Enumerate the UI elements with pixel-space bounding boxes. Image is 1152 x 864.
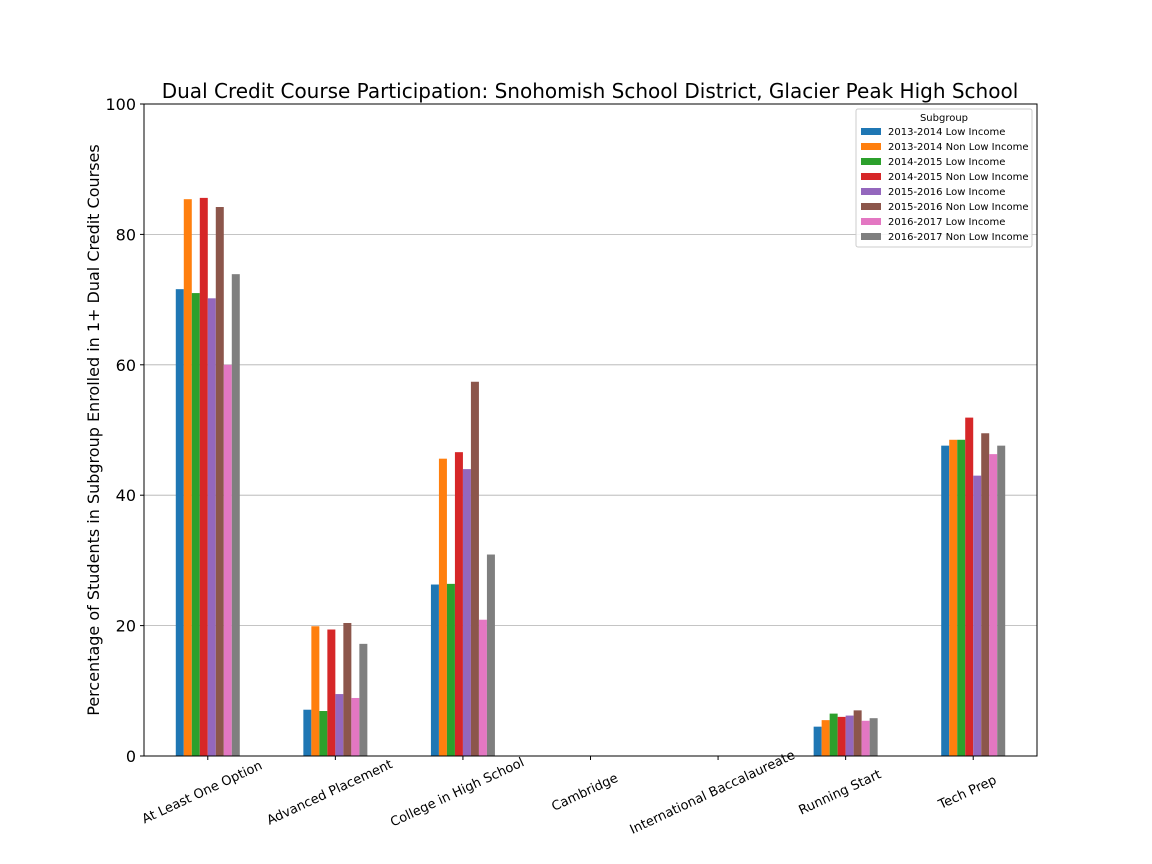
legend-entry: 2015-2016 Non Low Income [888,202,1028,213]
legend-swatch [861,233,881,240]
bar [845,715,854,756]
legend-swatch [861,158,881,165]
bar [813,726,822,756]
bar [319,711,328,756]
bar [462,469,471,756]
bar [175,289,184,756]
bar [351,697,360,756]
bar [869,718,878,756]
legend-entry: 2014-2015 Low Income [888,157,1005,168]
bar [837,716,846,756]
bar [183,199,192,756]
bar [853,710,862,756]
bar [821,720,830,756]
bar [343,622,352,756]
legend-swatch [861,188,881,195]
x-tick-label: Tech Prep [935,773,999,813]
bar [430,584,439,756]
legend-box [855,108,1033,248]
bar [829,713,838,756]
x-axis: At Least One Option Advanced PlacementCol… [140,748,999,838]
bar [957,439,966,756]
legend-swatch [861,128,881,135]
bar [327,629,336,756]
legend-swatch [861,143,881,150]
bar [965,417,974,756]
y-tick-label: 20 [116,617,136,636]
bar [949,439,958,756]
bar [359,643,368,756]
legend-entry: 2015-2016 Low Income [888,187,1005,198]
legend-title: Subgroup [920,113,968,124]
legend: Subgroup 2013-2014 Low Income 2013-2014 N… [855,108,1033,248]
bar [861,720,870,756]
x-tick-label: International Baccalaureate [628,748,798,838]
legend-swatch [861,173,881,180]
y-axis: 0 20 40 60 80 100 [105,95,144,766]
bar [973,475,982,756]
y-axis-label: Percentage of Students in Subgroup Enrol… [84,144,103,715]
legend-entry: 2016-2017 Non Low Income [888,232,1028,243]
bar [989,454,998,756]
x-tick-label: Running Start [797,767,884,818]
x-tick-label: Cambridge [549,771,620,815]
x-tick-label: College in High School [388,755,526,830]
legend-entry: 2016-2017 Low Income [888,217,1005,228]
bar [335,694,344,756]
bar [981,433,990,756]
bar [223,364,232,756]
x-tick-label: At Least One Option [140,758,265,827]
bar [215,207,224,757]
legend-entry: 2013-2014 Non Low Income [888,142,1028,153]
y-tick-label: 100 [105,95,136,114]
bar [997,445,1006,756]
legend-entry: 2013-2014 Low Income [888,127,1005,138]
bar [438,458,447,756]
bar [446,583,455,756]
gridlines [144,233,1037,626]
legend-entry: 2014-2015 Non Low Income [888,172,1028,183]
y-tick-label: 80 [116,225,136,244]
x-tick-label: Advanced Placement [265,757,395,828]
bar [311,626,320,756]
bar [303,709,312,756]
bar [941,445,950,756]
bar [454,452,463,756]
bar [231,274,240,756]
bar [207,298,216,756]
chart-title: Dual Credit Course Participation: Snohom… [162,79,1019,103]
bar [191,293,200,756]
bar [199,197,208,756]
bar [486,554,495,756]
y-tick-label: 60 [116,356,136,375]
bar [470,381,479,756]
bar [478,619,487,756]
legend-swatch [861,218,881,225]
y-tick-label: 0 [126,747,136,766]
legend-swatch [861,203,881,210]
bars [175,197,1006,757]
y-tick-label: 40 [116,486,136,505]
